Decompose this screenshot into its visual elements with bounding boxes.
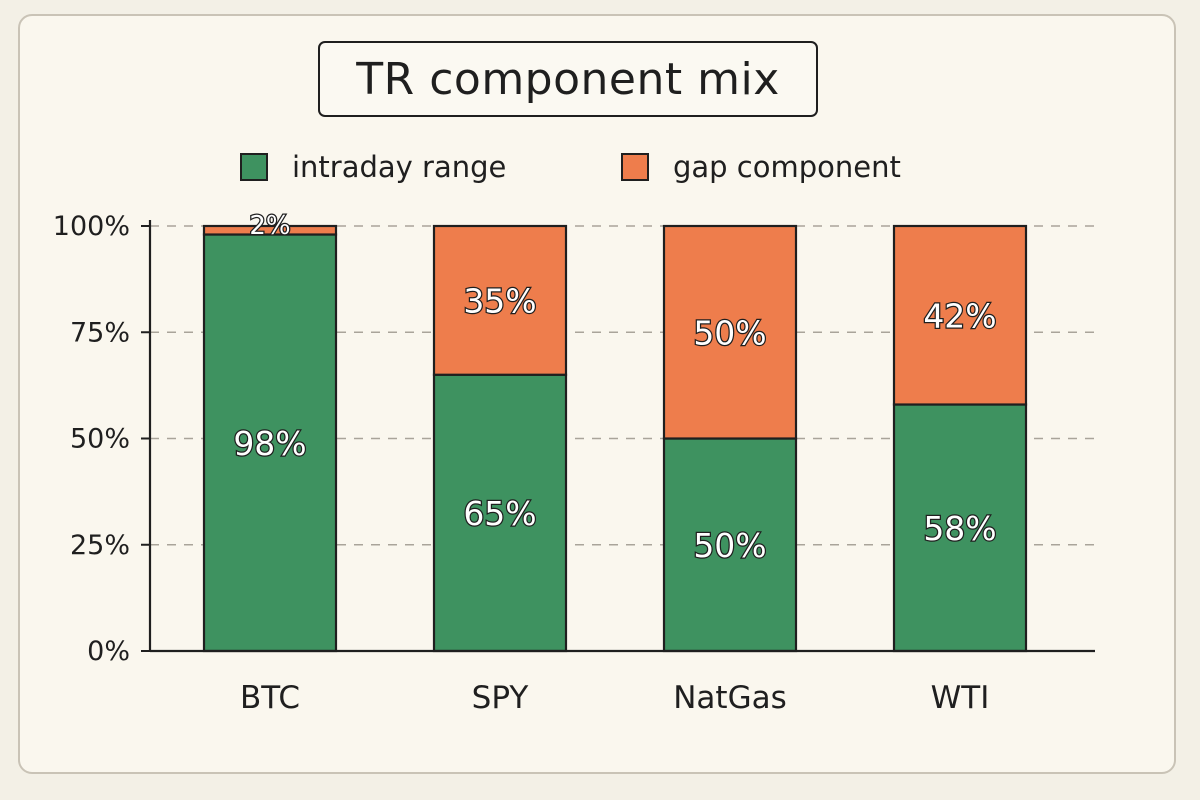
bar-btc-gap-component — [202, 224, 338, 236]
x-tick-label: SPY — [472, 680, 529, 716]
data-label: 58% — [923, 509, 996, 548]
y-tick-label: 25% — [70, 530, 130, 561]
y-tick-label: 100% — [53, 211, 130, 242]
data-label: 98% — [233, 424, 306, 463]
bar-spy-intraday-range — [432, 373, 568, 653]
data-label: 42% — [923, 296, 996, 335]
data-label: 2% — [249, 211, 290, 241]
data-label: 50% — [693, 313, 766, 352]
x-tick-label: NatGas — [673, 680, 787, 716]
chart-title: TR component mix — [318, 41, 818, 117]
y-tick-label: 0% — [87, 636, 130, 667]
legend-swatch-intraday-range — [240, 153, 268, 181]
bar-spy-gap-component — [432, 224, 568, 376]
data-label: 65% — [463, 494, 536, 533]
legend-label-intraday-range: intraday range — [292, 150, 507, 184]
legend-item-intraday-range: intraday range — [240, 148, 506, 186]
legend-label-gap-component: gap component — [673, 150, 901, 184]
y-tick-label: 50% — [70, 424, 130, 455]
data-label: 50% — [693, 526, 766, 565]
bar-natgas-gap-component — [662, 224, 798, 440]
bar-wti-intraday-range — [892, 403, 1028, 653]
legend-swatch-gap-component — [621, 153, 649, 181]
legend-item-gap-component: gap component — [621, 148, 901, 186]
data-label: 35% — [463, 281, 536, 320]
bar-natgas-intraday-range — [662, 437, 798, 653]
x-tick-label: WTI — [931, 680, 990, 716]
x-tick-label: BTC — [240, 680, 300, 716]
y-tick-label: 75% — [70, 317, 130, 348]
bar-wti-gap-component — [892, 224, 1028, 406]
